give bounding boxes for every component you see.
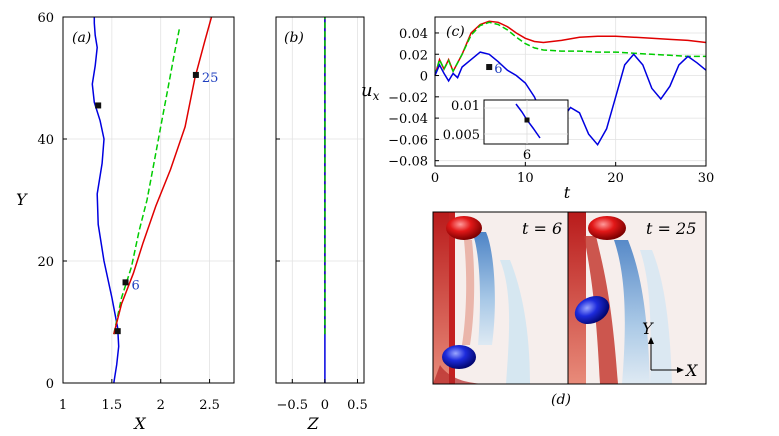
panel-a-xtick-label: 1 <box>59 398 67 413</box>
panel-c-ylabel: ux <box>361 80 380 103</box>
panel-c-ytick-label: 0 <box>420 70 428 85</box>
panel-b-xlabel: Z <box>306 414 319 433</box>
axis-y-arrowhead <box>648 337 654 344</box>
axis-x-label: X <box>684 361 698 380</box>
pale-blue-region-right <box>640 250 672 384</box>
axis-x-arrowhead <box>677 367 684 373</box>
snapshot-right-label: t = 25 <box>646 219 696 238</box>
red-wake-streak <box>462 240 475 345</box>
panel-c-ticks: 0 10 20 30 0.04 0.02 0 −0.02 −0.04 −0.06 −0.08 <box>388 27 714 186</box>
snapshot-right <box>568 212 706 384</box>
panel-c-ytick-label: −0.06 <box>388 133 428 148</box>
panel-b-xtick-label: −0.5 <box>277 398 309 413</box>
panel-a: 6 25 1 1.5 2 2.5 0 20 40 60 (a) X Y <box>16 11 235 433</box>
panel-b-xtick-label: 0.5 <box>347 398 368 413</box>
panel-a-series: 6 25 <box>91 16 219 384</box>
panel-a-ylabel: Y <box>16 190 28 209</box>
panel-a-frame <box>62 16 235 384</box>
panel-c-marker-label: 6 <box>494 62 502 77</box>
blue-wake-streak <box>472 232 495 345</box>
inset-ytick: 0.01 <box>451 99 480 114</box>
red-bubble <box>446 216 482 240</box>
panel-a-marker <box>192 71 199 78</box>
panel-c-frame <box>434 16 707 167</box>
red-wake-right <box>568 212 586 384</box>
panel-a-xtick-label: 1.5 <box>102 398 123 413</box>
panel-c-xtick-label: 10 <box>517 171 534 186</box>
panel-a-xtick-label: 2.5 <box>199 398 220 413</box>
panel-d-label: (d) <box>551 392 571 408</box>
panel-c-ytick-label: 0.02 <box>399 48 428 63</box>
panel-a-xtick-label: 2 <box>157 398 165 413</box>
panel-b-grid <box>276 16 364 384</box>
panel-a-marker <box>114 328 121 335</box>
panel-a-xlabel: X <box>132 414 146 433</box>
panel-c-ytick-label: −0.08 <box>388 155 428 170</box>
red-wake-core <box>449 212 455 384</box>
panel-a-ticks: 1 1.5 2 2.5 0 20 40 60 <box>37 11 219 413</box>
panel-a-label: (a) <box>72 30 91 46</box>
axis-indicator: Y X <box>642 319 698 380</box>
panel-a-marker-label: 25 <box>202 71 219 86</box>
blue-wake-streak-right <box>614 240 650 384</box>
panel-c-ytick-label: −0.04 <box>388 112 428 127</box>
panel-c-ytick-label: 0.04 <box>399 27 428 42</box>
snapshot-left <box>433 212 568 384</box>
panel-c-xtick-label: 30 <box>698 171 715 186</box>
panel-c-ytick-label: −0.02 <box>388 91 428 106</box>
panel-a-ytick-label: 60 <box>37 11 54 26</box>
inset-marker <box>524 117 530 123</box>
red-wake-bottom <box>433 365 490 384</box>
red-wake-left <box>433 212 453 384</box>
panel-a-ytick-label: 0 <box>46 377 54 392</box>
panel-a-ytick-label: 40 <box>37 133 54 148</box>
panel-a-series-2 <box>113 16 213 335</box>
pale-blue-region <box>500 260 530 384</box>
panel-c-inset: 0.01 0.005 6 <box>443 99 569 163</box>
red-bubble-right <box>588 216 626 240</box>
panel-b-frame <box>275 16 365 384</box>
panel-b-xtick-label: 0 <box>321 398 329 413</box>
inset-xtick: 6 <box>523 148 531 163</box>
panel-c-series: 6 <box>434 20 707 147</box>
panel-c-series-1 <box>434 21 706 76</box>
panel-c: 6 0 10 20 30 0.04 0.02 0 −0.02 −0.04 −0.06 −0.08 (… <box>361 16 714 202</box>
panel-a-series-1 <box>113 29 181 335</box>
panel-d-frame <box>432 211 707 385</box>
panel-a-ytick-label: 20 <box>37 255 54 270</box>
panel-b-ticks: −0.5 0 0.5 <box>276 16 368 413</box>
panel-c-xlabel: t <box>564 183 571 202</box>
panel-d: t = 6 t = 25 Y X (d) <box>432 211 707 408</box>
panel-a-marker <box>95 102 102 109</box>
panel-c-label: (c) <box>446 24 465 40</box>
panel-b-label: (b) <box>284 30 304 46</box>
panel-a-marker <box>122 279 129 286</box>
panel-c-marker <box>486 64 493 71</box>
snapshot-left-label: t = 6 <box>522 219 562 238</box>
blue-bubble <box>442 345 476 369</box>
panel-a-marker-label: 6 <box>132 278 140 293</box>
panel-c-xtick-label: 20 <box>607 171 624 186</box>
axis-y-label: Y <box>642 319 654 338</box>
panel-b: −0.5 0 0.5 (b) Z <box>275 16 368 433</box>
panel-c-xtick-label: 0 <box>431 171 439 186</box>
inset-ytick: 0.005 <box>443 128 480 143</box>
blue-bubble-right <box>574 295 610 325</box>
